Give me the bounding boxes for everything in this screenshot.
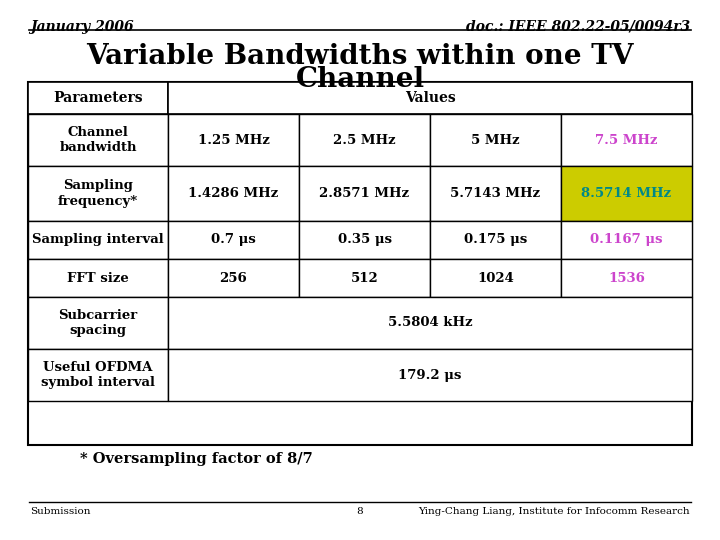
Bar: [561, 166, 692, 221]
Text: 5 MHz: 5 MHz: [471, 133, 520, 146]
Text: 0.35 μs: 0.35 μs: [338, 233, 392, 246]
Bar: [430, 221, 561, 259]
Text: 5.7143 MHz: 5.7143 MHz: [451, 187, 541, 200]
Text: January 2006: January 2006: [30, 20, 134, 34]
Text: 0.7 μs: 0.7 μs: [211, 233, 256, 246]
Bar: [28, 259, 168, 297]
Bar: [430, 114, 561, 166]
Text: 1024: 1024: [477, 272, 514, 285]
Bar: [561, 221, 692, 259]
Bar: [28, 221, 168, 259]
Bar: [28, 114, 168, 166]
Text: 7.5 MHz: 7.5 MHz: [595, 133, 658, 146]
Text: doc.: IEEE 802.22-05/0094r3: doc.: IEEE 802.22-05/0094r3: [466, 20, 690, 34]
Text: Variable Bandwidths within one TV: Variable Bandwidths within one TV: [86, 43, 634, 70]
Text: 0.1167 μs: 0.1167 μs: [590, 233, 662, 246]
Text: Sampling interval: Sampling interval: [32, 233, 164, 246]
Text: Submission: Submission: [30, 507, 91, 516]
Bar: [168, 82, 692, 114]
Bar: [168, 349, 692, 401]
Text: 1536: 1536: [608, 272, 645, 285]
Text: Channel: Channel: [295, 66, 425, 93]
Text: 2.8571 MHz: 2.8571 MHz: [320, 187, 410, 200]
Text: Subcarrier
spacing: Subcarrier spacing: [58, 309, 138, 337]
Bar: [561, 259, 692, 297]
Bar: [299, 114, 430, 166]
Text: Channel
bandwidth: Channel bandwidth: [59, 126, 137, 154]
Bar: [299, 166, 430, 221]
Text: Parameters: Parameters: [53, 91, 143, 105]
Text: Ying-Chang Liang, Institute for Infocomm Research: Ying-Chang Liang, Institute for Infocomm…: [418, 507, 690, 516]
Bar: [430, 259, 561, 297]
Bar: [28, 166, 168, 221]
Text: 512: 512: [351, 272, 379, 285]
Text: 1.25 MHz: 1.25 MHz: [197, 133, 269, 146]
Text: 8.5714 MHz: 8.5714 MHz: [582, 187, 672, 200]
Text: 8: 8: [356, 507, 364, 516]
Bar: [28, 82, 168, 114]
Bar: [168, 259, 299, 297]
Bar: [168, 166, 299, 221]
Text: 179.2 μs: 179.2 μs: [398, 368, 462, 381]
Text: Sampling
frequency*: Sampling frequency*: [58, 179, 138, 207]
Text: 0.175 μs: 0.175 μs: [464, 233, 527, 246]
Text: Values: Values: [405, 91, 455, 105]
Bar: [168, 297, 692, 349]
Bar: [28, 349, 168, 401]
Bar: [28, 82, 692, 445]
Text: 1.4286 MHz: 1.4286 MHz: [189, 187, 279, 200]
Text: 5.5804 kHz: 5.5804 kHz: [387, 316, 472, 329]
Bar: [28, 297, 168, 349]
Bar: [561, 114, 692, 166]
Bar: [168, 114, 299, 166]
Text: Useful OFDMA
symbol interval: Useful OFDMA symbol interval: [41, 361, 155, 389]
Bar: [299, 221, 430, 259]
Bar: [168, 221, 299, 259]
Text: FFT size: FFT size: [67, 272, 129, 285]
Bar: [299, 259, 430, 297]
Text: * Oversampling factor of 8/7: * Oversampling factor of 8/7: [80, 452, 312, 466]
Text: 256: 256: [220, 272, 248, 285]
Bar: [430, 166, 561, 221]
Text: 2.5 MHz: 2.5 MHz: [333, 133, 396, 146]
